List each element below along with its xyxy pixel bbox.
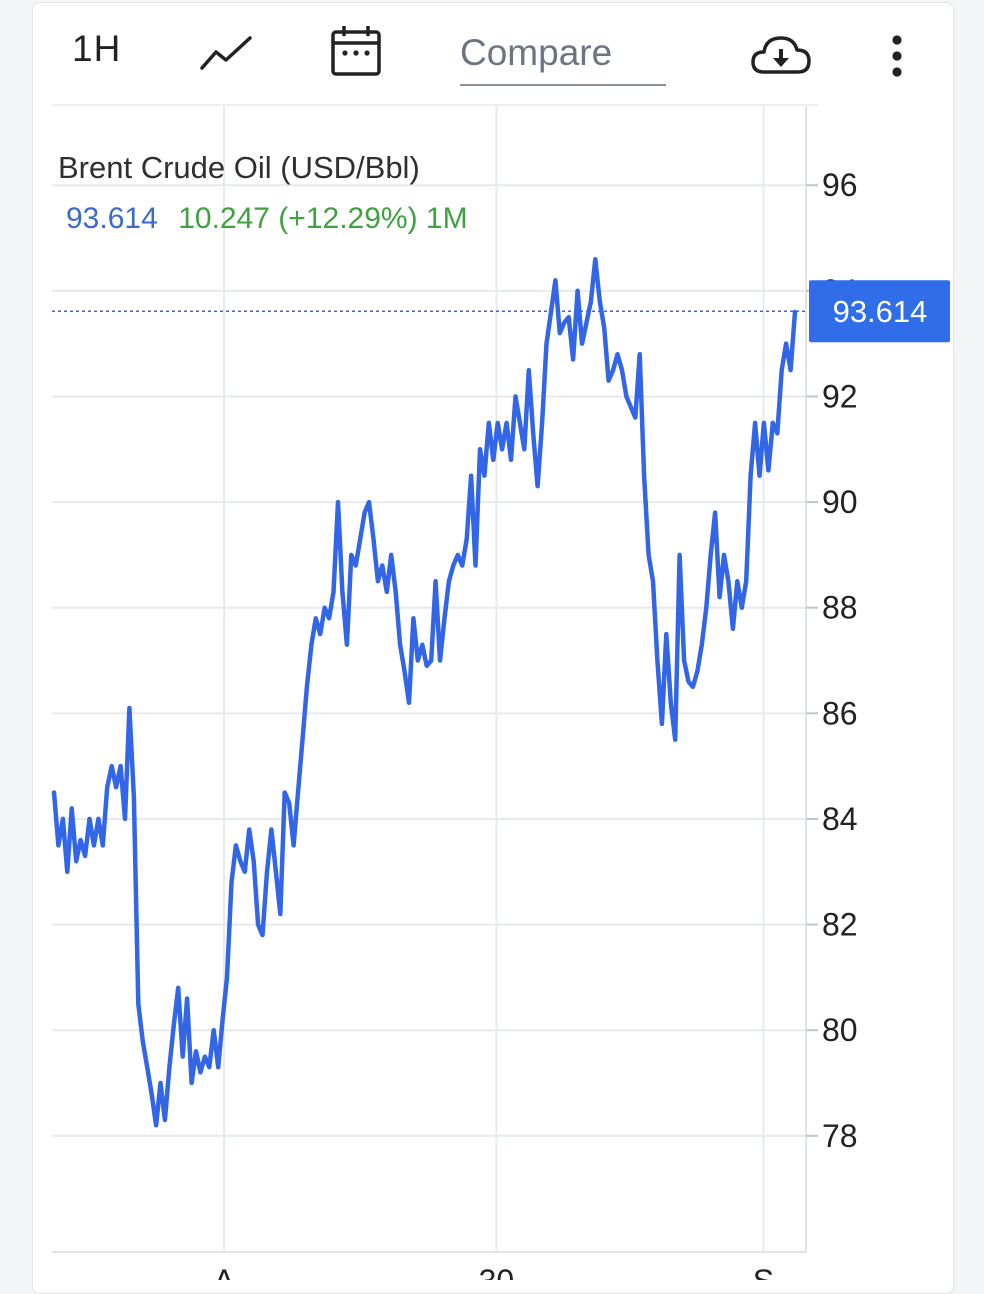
line-chart-icon[interactable] (198, 34, 254, 74)
x-tick-label: 30 (479, 1263, 515, 1280)
chart-card (32, 2, 954, 1294)
current-price-tag: 93.614 (809, 280, 950, 343)
x-axis: A 30 S (213, 1263, 774, 1280)
chart-title: Brent Crude Oil (USD/Bbl) (58, 150, 420, 185)
cloud-download-icon[interactable] (750, 32, 812, 76)
y-tick-label: 80 (822, 1012, 858, 1048)
interval-selector[interactable]: 1H (72, 28, 122, 69)
compare-input[interactable]: Compare (460, 30, 666, 86)
y-tick-label: 82 (822, 907, 858, 943)
svg-text:93.614: 93.614 (833, 294, 928, 329)
compare-placeholder: Compare (460, 32, 613, 73)
last-value: 93.614 (66, 202, 158, 235)
y-tick-label: 96 (822, 167, 858, 203)
calendar-icon[interactable] (330, 24, 382, 78)
y-tick-label: 84 (822, 801, 858, 837)
y-tick-label: 92 (822, 378, 858, 414)
grid (52, 106, 807, 1253)
x-tick-label: A (213, 1263, 235, 1280)
y-tick-label: 88 (822, 590, 858, 626)
y-tick-label: 78 (822, 1118, 858, 1154)
series-line (51, 256, 798, 1128)
change-value: 10.247 (+12.29%) 1M (178, 202, 467, 235)
y-tick-label: 86 (822, 695, 858, 731)
more-vert-icon[interactable] (886, 34, 908, 80)
chart-subtitle: 93.614 10.247 (+12.29%) 1M (66, 202, 468, 235)
x-tick-label: S (753, 1263, 774, 1280)
y-tick-label: 90 (822, 484, 858, 520)
